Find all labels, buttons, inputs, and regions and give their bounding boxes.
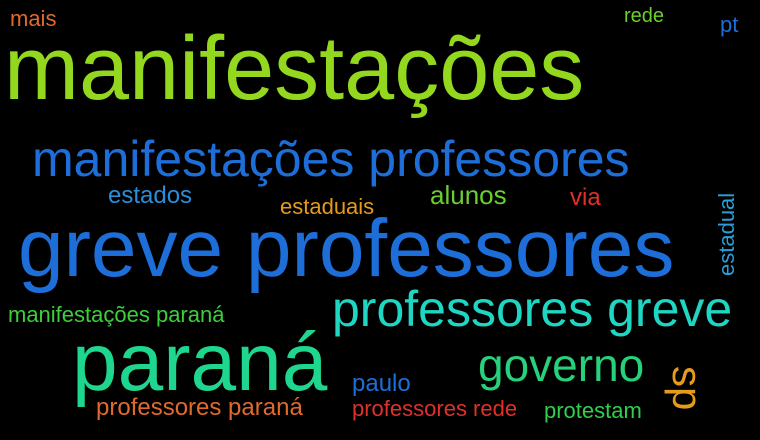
word-via: via [570, 184, 601, 211]
word-parana: paraná [72, 317, 328, 408]
word-professores-greve: professores greve [332, 281, 733, 337]
word-estaduais: estaduais [280, 194, 375, 219]
word-estadual: estadual [714, 192, 739, 276]
word-sp: sp [664, 366, 711, 411]
word-mais: mais [10, 6, 57, 31]
word-professores-rede: professores rede [352, 396, 518, 421]
word-manifestacoes-professores: manifestações professores [32, 131, 630, 187]
word-pt: pt [720, 12, 739, 37]
word-estados: estados [108, 182, 193, 209]
word-protestam: protestam [544, 398, 642, 423]
word-manifestacoes: manifestações [4, 19, 585, 119]
word-governo: governo [478, 339, 645, 391]
word-rede: rede [624, 5, 665, 27]
word-professores-parana: professores paraná [96, 394, 303, 421]
word-alunos: alunos [430, 180, 507, 210]
word-paulo: paulo [352, 370, 411, 397]
word-manifestacoes-parana: manifestações paraná [8, 302, 225, 327]
word-greve-professores: greve professores [18, 203, 675, 294]
